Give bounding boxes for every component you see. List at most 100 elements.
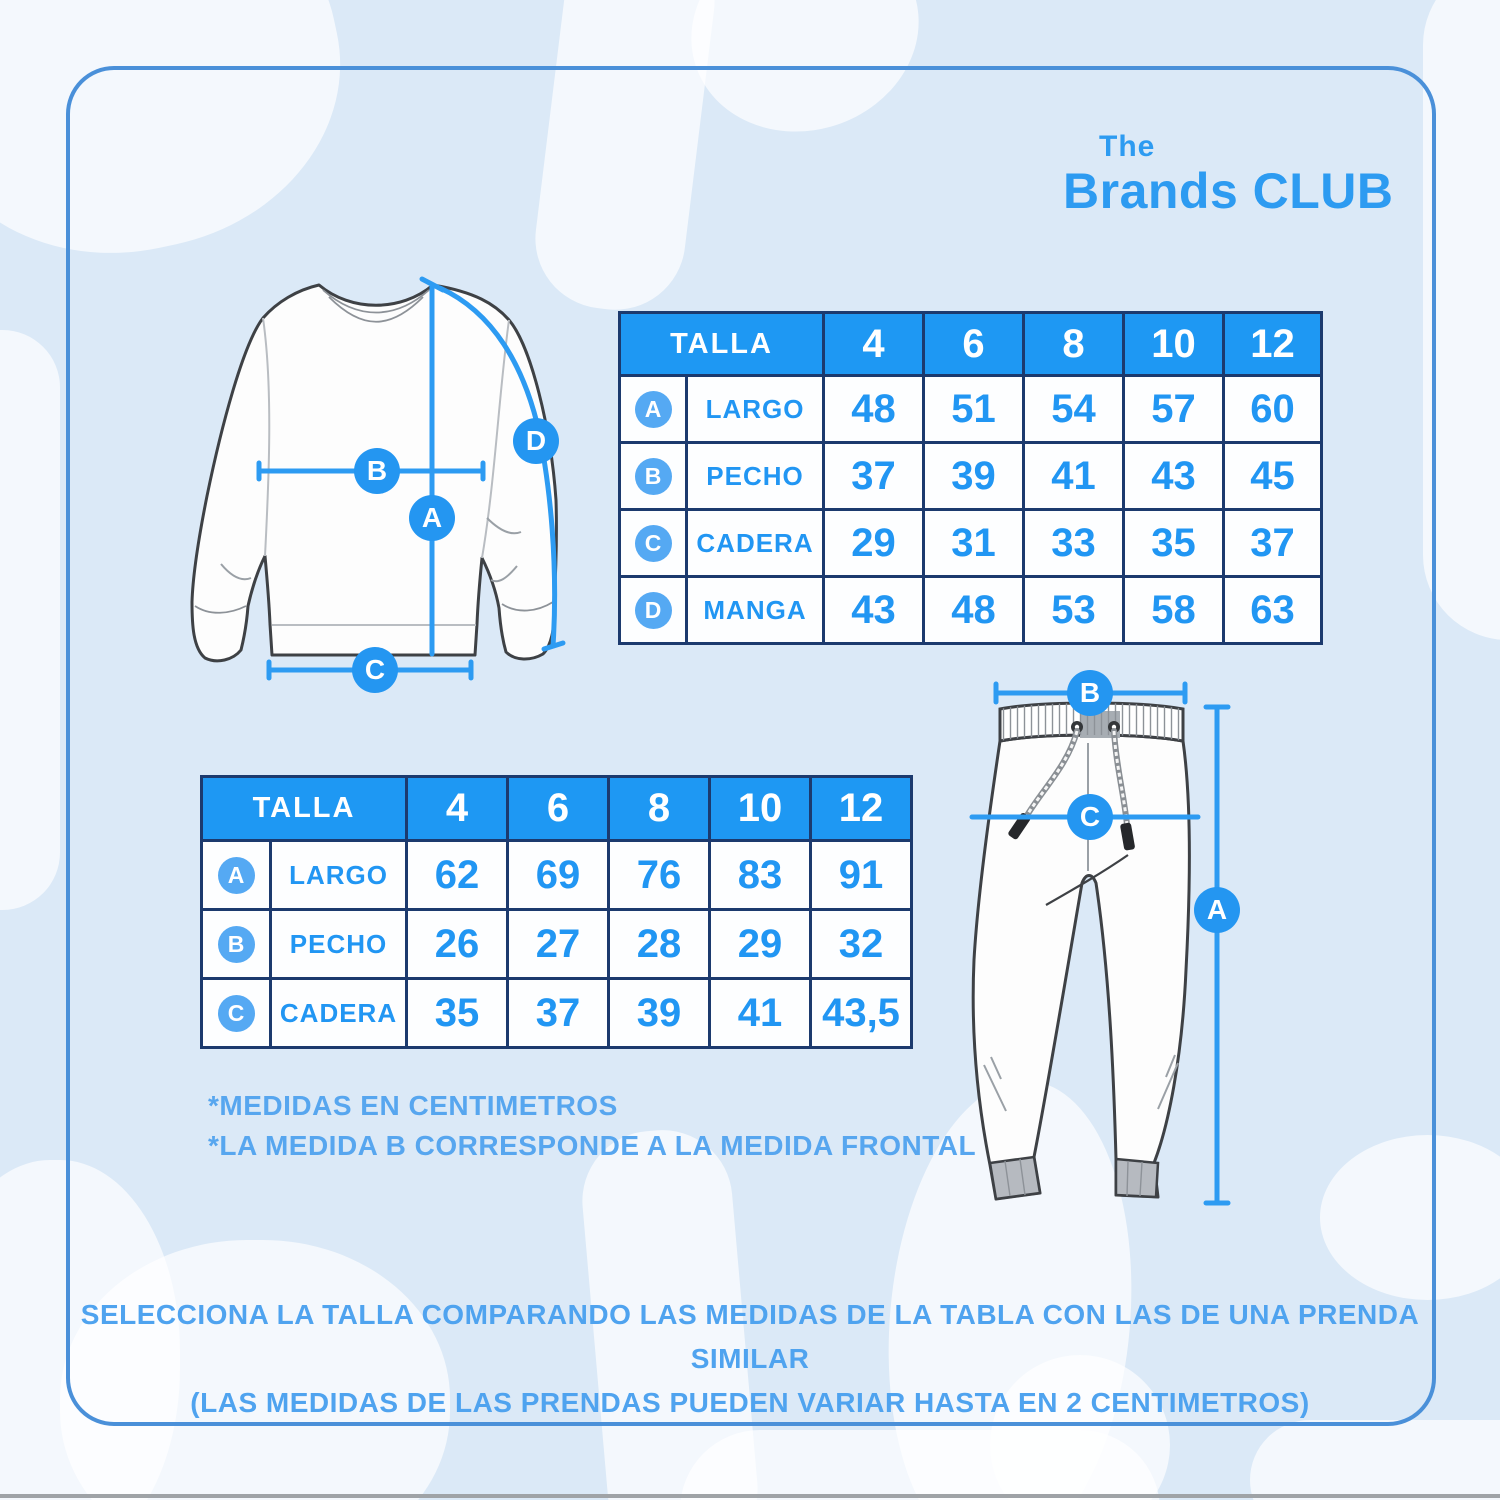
marker-badge-d: D	[634, 591, 672, 629]
measure-value: 32	[809, 908, 914, 980]
measure-value: 39	[607, 977, 712, 1049]
marker-cell: A	[618, 374, 688, 444]
marker-letter: C	[364, 654, 386, 685]
sweatshirt-size-table: TALLA 4 6 8 10 12 A LARGO 48 51 54 57 60…	[617, 311, 1324, 645]
measure-label: PECHO	[268, 908, 409, 980]
sweatshirt-diagram	[190, 276, 566, 681]
size-column-header: 4	[405, 775, 510, 842]
note-line-1: *MEDIDAS EN CENTIMETROS	[208, 1090, 618, 1121]
measure-label: CADERA	[268, 977, 409, 1049]
brand-logo-the: The	[1099, 130, 1156, 163]
measure-value: 69	[506, 839, 611, 911]
measurement-marker-d: D	[513, 418, 559, 464]
marker-cell: B	[200, 908, 272, 980]
measure-value: 43	[822, 575, 926, 645]
watermark-blob	[60, 1240, 450, 1500]
brand-logo: The Brands CLUB	[1063, 130, 1394, 219]
size-column-header: 12	[1222, 311, 1324, 377]
size-column-header: 10	[708, 775, 813, 842]
measure-value: 57	[1122, 374, 1226, 444]
marker-badge-c: C	[634, 524, 672, 562]
pants-outline	[971, 733, 1191, 1201]
marker-badge-c: C	[217, 994, 255, 1032]
footer-line-1: SELECCIONA LA TALLA COMPARANDO LAS MEDID…	[80, 1299, 1420, 1374]
bottom-edge-line	[0, 1494, 1500, 1498]
measure-value: 28	[607, 908, 712, 980]
measure-value: 76	[607, 839, 712, 911]
footer-line-2: (LAS MEDIDAS DE LAS PRENDAS PUEDEN VARIA…	[190, 1387, 1310, 1418]
table-row: C CADERA 29 31 33 35 37	[618, 508, 1324, 578]
measure-value: 37	[1222, 508, 1324, 578]
table-header-talla: TALLA	[199, 775, 409, 842]
table-row: D MANGA 43 48 53 58 63	[618, 575, 1324, 645]
marker-cell: B	[618, 441, 688, 511]
marker-letter: B	[366, 455, 388, 486]
table-header-talla: TALLA	[617, 311, 826, 377]
measure-value: 58	[1122, 575, 1226, 645]
measure-value: 27	[506, 908, 611, 980]
measure-value: 35	[405, 977, 510, 1049]
measure-value: 54	[1022, 374, 1126, 444]
measure-value: 37	[822, 441, 926, 511]
measure-value: 31	[922, 508, 1026, 578]
pants-diagram	[969, 681, 1231, 1206]
marker-letter: B	[1079, 677, 1101, 708]
watermark-blob	[680, 1430, 1160, 1500]
measure-value: 45	[1222, 441, 1324, 511]
brand-logo-main: Brands CLUB	[1063, 163, 1394, 219]
measure-value: 62	[405, 839, 510, 911]
measure-value: 48	[922, 575, 1026, 645]
marker-badge-b: B	[217, 925, 255, 963]
marker-cell: C	[618, 508, 688, 578]
table-header-row: TALLA 4 6 8 10 12	[617, 311, 1324, 377]
footer-instructions: SELECCIONA LA TALLA COMPARANDO LAS MEDID…	[70, 1293, 1430, 1425]
measurement-marker-c: C	[352, 647, 398, 693]
measurement-notes: *MEDIDAS EN CENTIMETROS *LA MEDIDA B COR…	[208, 1086, 976, 1166]
measure-value: 51	[922, 374, 1026, 444]
size-column-header: 6	[506, 775, 611, 842]
size-column-header: 4	[822, 311, 926, 377]
marker-cell: C	[200, 977, 272, 1049]
measurement-marker-b: B	[1067, 670, 1113, 716]
measure-value: 91	[809, 839, 914, 911]
marker-letter: A	[1206, 894, 1228, 925]
marker-badge-b: B	[634, 457, 672, 495]
measurement-marker-c: C	[1067, 794, 1113, 840]
measure-value: 43,5	[809, 977, 914, 1049]
table-row: B PECHO 37 39 41 43 45	[618, 441, 1324, 511]
marker-letter: C	[1079, 801, 1101, 832]
border-frame	[66, 66, 1436, 1426]
size-column-header: 8	[1022, 311, 1126, 377]
marker-badge-a: A	[217, 856, 255, 894]
measure-label: LARGO	[268, 839, 409, 911]
note-line-2: *LA MEDIDA B CORRESPONDE A LA MEDIDA FRO…	[208, 1130, 977, 1161]
measure-value: 41	[708, 977, 813, 1049]
table-row: C CADERA 35 37 39 41 43,5	[200, 977, 914, 1049]
measure-value: 83	[708, 839, 813, 911]
measure-value: 35	[1122, 508, 1226, 578]
measure-value: 26	[405, 908, 510, 980]
table-header-row: TALLA 4 6 8 10 12	[199, 775, 914, 842]
measure-value: 60	[1222, 374, 1324, 444]
table-row: A LARGO 48 51 54 57 60	[618, 374, 1324, 444]
marker-badge-a: A	[634, 390, 672, 428]
measure-value: 29	[822, 508, 926, 578]
measure-value: 48	[822, 374, 926, 444]
watermark-blob	[1250, 1420, 1500, 1500]
measure-label: LARGO	[684, 374, 826, 444]
measure-value: 53	[1022, 575, 1126, 645]
marker-letter: A	[421, 502, 443, 533]
size-column-header: 10	[1122, 311, 1226, 377]
measure-value: 41	[1022, 441, 1126, 511]
measure-label: CADERA	[684, 508, 826, 578]
measure-value: 37	[506, 977, 611, 1049]
watermark-blob	[1320, 1135, 1500, 1300]
measure-label: PECHO	[684, 441, 826, 511]
measure-value: 33	[1022, 508, 1126, 578]
size-column-header: 8	[607, 775, 712, 842]
measure-value: 63	[1222, 575, 1324, 645]
measurement-marker-a: A	[409, 495, 455, 541]
marker-cell: A	[200, 839, 272, 911]
table-row: B PECHO 26 27 28 29 32	[200, 908, 914, 980]
